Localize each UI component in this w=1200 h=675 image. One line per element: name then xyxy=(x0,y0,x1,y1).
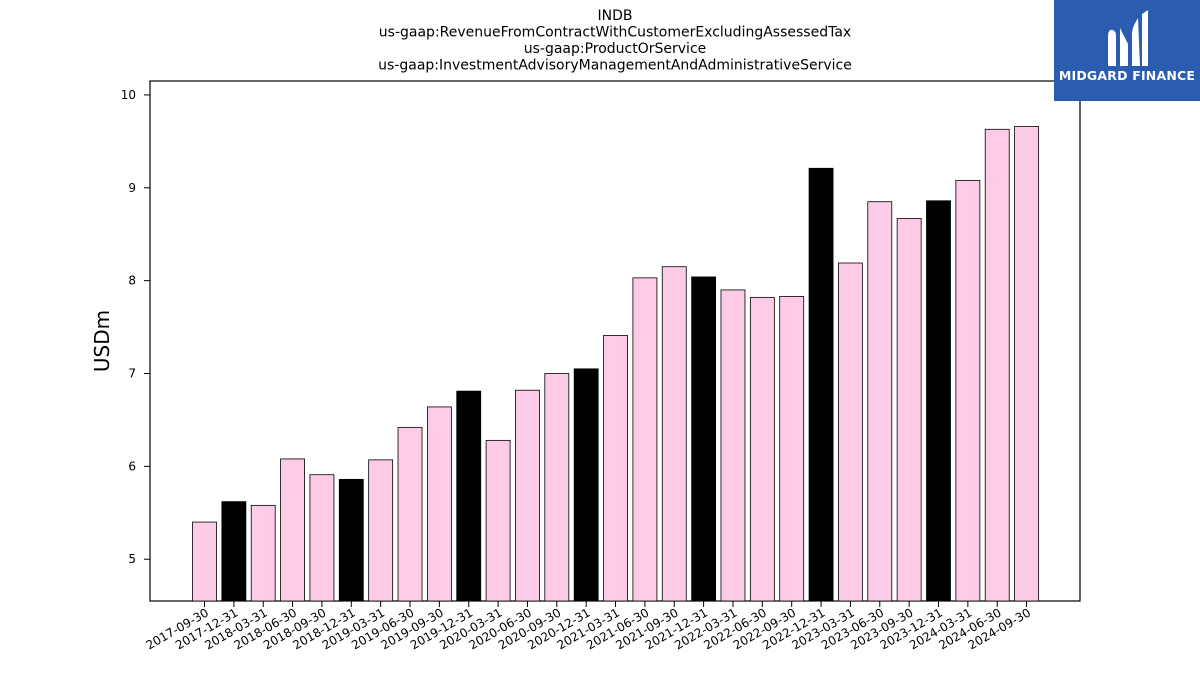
bar xyxy=(250,504,276,602)
bar xyxy=(1014,126,1039,602)
brand-name: MIDGARD FINANCE xyxy=(1058,68,1196,83)
bar xyxy=(661,266,687,602)
bar xyxy=(573,368,599,602)
bar xyxy=(397,426,423,602)
bar xyxy=(192,521,217,602)
bars xyxy=(192,126,1039,602)
bar xyxy=(896,218,922,602)
y-tick-label: 5 xyxy=(128,552,136,566)
bar xyxy=(544,373,570,602)
bar xyxy=(485,439,511,602)
y-tick-label: 9 xyxy=(128,181,136,195)
y-axis-label: USDm xyxy=(90,310,114,372)
brand-logo: MIDGARD FINANCE xyxy=(1054,0,1200,101)
bar xyxy=(838,262,863,602)
y-tick-label: 10 xyxy=(121,88,136,102)
bar xyxy=(309,474,335,602)
x-axis: 2017-09-302017-12-312018-03-312018-06-30… xyxy=(144,601,1033,652)
bar xyxy=(338,478,364,602)
midgard-logo-icon xyxy=(1108,10,1148,66)
chart-title-line: us-gaap:ProductOrService xyxy=(524,41,707,57)
bar xyxy=(867,201,893,602)
bar xyxy=(632,277,658,602)
bar xyxy=(749,296,775,602)
bar xyxy=(720,289,746,602)
y-axis: 5 6 7 8 9 10 xyxy=(121,88,150,566)
bar xyxy=(456,390,482,602)
bar xyxy=(368,459,394,602)
bar xyxy=(603,335,628,602)
bar xyxy=(515,389,540,602)
bar xyxy=(426,406,452,602)
bar xyxy=(808,167,834,602)
y-tick-label: 8 xyxy=(128,274,136,288)
bar xyxy=(691,276,717,602)
y-tick-label: 6 xyxy=(128,459,136,473)
bar xyxy=(221,501,247,602)
bar xyxy=(984,128,1010,602)
bar xyxy=(955,179,981,602)
bar xyxy=(926,200,951,602)
chart-title-line: us-gaap:InvestmentAdvisoryManagementAndA… xyxy=(378,58,852,74)
chart-title-line: us-gaap:RevenueFromContractWithCustomerE… xyxy=(379,25,851,41)
y-tick-label: 7 xyxy=(128,367,136,381)
chart-title: INDBus-gaap:RevenueFromContractWithCusto… xyxy=(378,8,852,74)
chart-title-line: INDB xyxy=(598,8,633,24)
bar xyxy=(280,458,305,602)
bar xyxy=(779,296,805,602)
